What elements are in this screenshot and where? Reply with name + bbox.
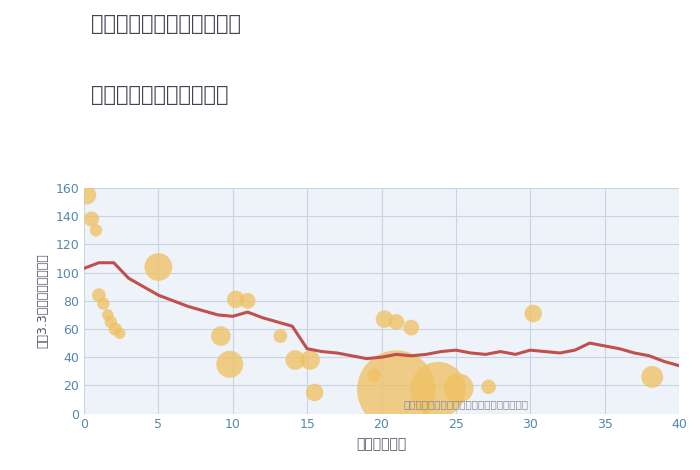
- Point: [224, 360, 235, 368]
- Point: [368, 372, 379, 379]
- Point: [98, 300, 109, 307]
- Point: [483, 383, 494, 391]
- Point: [433, 386, 444, 393]
- Point: [309, 389, 320, 396]
- Point: [290, 356, 301, 364]
- Point: [86, 215, 97, 223]
- Point: [528, 310, 539, 317]
- Point: [110, 325, 121, 333]
- Point: [391, 386, 402, 393]
- Text: 築年数別中古戸建て価格: 築年数別中古戸建て価格: [91, 85, 228, 105]
- X-axis label: 築年数（年）: 築年数（年）: [356, 437, 407, 451]
- Point: [274, 332, 286, 340]
- Y-axis label: 坪（3.3㎡）単価（万円）: 坪（3.3㎡）単価（万円）: [36, 253, 50, 348]
- Point: [114, 329, 125, 337]
- Point: [216, 332, 227, 340]
- Point: [93, 291, 104, 299]
- Point: [454, 384, 465, 392]
- Point: [230, 296, 241, 303]
- Text: 千葉県成田市大栄十余三の: 千葉県成田市大栄十余三の: [91, 14, 241, 34]
- Text: 円の大きさは、取引のあった物件面積を示す: 円の大きさは、取引のあった物件面積を示す: [404, 400, 528, 409]
- Point: [90, 227, 101, 234]
- Point: [379, 315, 390, 323]
- Point: [391, 318, 402, 326]
- Point: [406, 324, 417, 331]
- Point: [304, 356, 316, 364]
- Point: [242, 297, 253, 305]
- Point: [105, 318, 116, 326]
- Point: [153, 263, 164, 271]
- Point: [102, 311, 113, 319]
- Point: [81, 191, 92, 199]
- Point: [647, 373, 658, 381]
